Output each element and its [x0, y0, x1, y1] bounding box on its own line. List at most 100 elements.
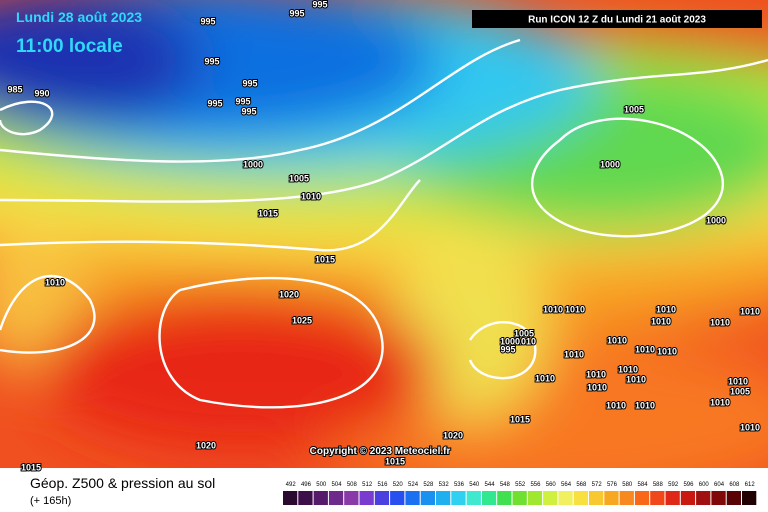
legend-swatch [604, 491, 619, 505]
isobar-label: 1020 [196, 440, 216, 450]
isobar-label: 1010 [618, 364, 638, 374]
isobar-label: 1005 [514, 328, 534, 338]
time: 11:00 locale [16, 36, 123, 57]
legend-label: 540 [469, 482, 480, 488]
legend-label: 576 [607, 482, 618, 488]
legend-swatch [573, 491, 588, 505]
isobar-label: 995 [235, 96, 250, 106]
isobar-label: 1010 [45, 277, 65, 287]
isobar-label: 1010 [740, 306, 760, 316]
legend-swatch [650, 491, 665, 505]
isobar-label: 1005 [624, 104, 644, 114]
legend-label: 496 [301, 482, 312, 488]
isobar-label: 1010 [657, 346, 677, 356]
isobar-label: 990 [34, 88, 49, 98]
legend-swatch [558, 491, 573, 505]
legend-label: 608 [729, 482, 740, 488]
isobar-label: 1000 [600, 159, 620, 169]
legend-swatch [344, 491, 359, 505]
isobar-label: 1005 [730, 386, 750, 396]
legend-label: 516 [377, 482, 388, 488]
legend-swatch [405, 491, 420, 505]
isobar-label: 995 [500, 344, 515, 354]
legend-label: 612 [745, 482, 756, 488]
legend-label: 604 [714, 482, 725, 488]
legend-swatch [283, 491, 298, 505]
isobar-label: 1000 [500, 336, 520, 346]
isobar-label: 995 [207, 98, 222, 108]
legend-label: 492 [286, 482, 297, 488]
footer-title: Géop. Z500 & pression au sol [30, 475, 215, 491]
isobar-label: 1010 [710, 317, 730, 327]
legend-swatch [711, 491, 726, 505]
isobar-label: 1005 [289, 173, 309, 183]
isobar-label: 1010 [565, 304, 585, 314]
legend-label: 572 [592, 482, 603, 488]
isobar-label: 995 [242, 78, 257, 88]
legend-swatch [436, 491, 451, 505]
run-info: Run ICON 12 Z du Lundi 21 août 2023 [528, 15, 706, 26]
legend-swatch [313, 491, 328, 505]
legend-swatch [328, 491, 344, 505]
copyright: Copyright © 2023 Meteociel.fr [310, 446, 451, 457]
isobar-label: 1010 [710, 397, 730, 407]
isobar-label: 1010 [635, 344, 655, 354]
legend-label: 528 [423, 482, 434, 488]
isobar-label: 1010 [626, 374, 646, 384]
isobar-label: 1000 [243, 159, 263, 169]
legend-swatch [512, 491, 527, 505]
legend-label: 600 [699, 482, 710, 488]
field [0, 0, 768, 468]
legend-label: 556 [530, 482, 541, 488]
run-box [472, 10, 762, 28]
legend-swatch [665, 491, 680, 505]
legend-swatch [726, 491, 741, 505]
date: Lundi 28 août 2023 [16, 9, 142, 25]
isobar-label: 1010 [635, 400, 655, 410]
legend-swatch [680, 491, 696, 505]
legend-label: 592 [668, 482, 679, 488]
isobar-label: 1015 [21, 462, 41, 472]
isobar-label: 1020 [443, 430, 463, 440]
legend-label: 544 [485, 482, 496, 488]
isobar-label: 995 [289, 8, 304, 18]
isobar-label: 1015 [315, 254, 335, 264]
legend-label: 524 [408, 482, 419, 488]
footer-lead: (+ 165h) [30, 495, 71, 507]
legend-swatch [420, 491, 435, 505]
isobar-label: 1010 [606, 400, 626, 410]
isobar-label: 1010 [535, 373, 555, 383]
legend-swatch [589, 491, 604, 505]
isobar-label: 1015 [510, 414, 530, 424]
legend-swatch [359, 491, 374, 505]
legend-swatch [374, 491, 390, 505]
isobar-label: 1010 [740, 422, 760, 432]
legend-swatch [466, 491, 481, 505]
legend-label: 532 [439, 482, 450, 488]
legend-label: 552 [515, 482, 526, 488]
legend-label: 504 [332, 482, 343, 488]
legend-swatch [742, 491, 757, 505]
legend-label: 596 [683, 482, 694, 488]
isobar-label: 1010 [516, 336, 536, 346]
isobar-label: 1010 [728, 376, 748, 386]
isobar-label: 1010 [564, 349, 584, 359]
isobar-label: 995 [200, 16, 215, 26]
legend-swatch [527, 491, 543, 505]
legend-label: 508 [347, 482, 358, 488]
legend-label: 568 [576, 482, 587, 488]
legend-swatch [451, 491, 466, 505]
legend-swatch [497, 491, 512, 505]
legend-label: 500 [316, 482, 327, 488]
isobar-label: 985 [7, 84, 22, 94]
legend-label: 580 [622, 482, 633, 488]
legend-label: 548 [500, 482, 511, 488]
legend-label: 536 [454, 482, 465, 488]
isobar-label: 1015 [385, 456, 405, 466]
isobar-label: 1010 [651, 316, 671, 326]
isobar-label: 1015 [258, 208, 278, 218]
isobar-label: 1010 [587, 382, 607, 392]
